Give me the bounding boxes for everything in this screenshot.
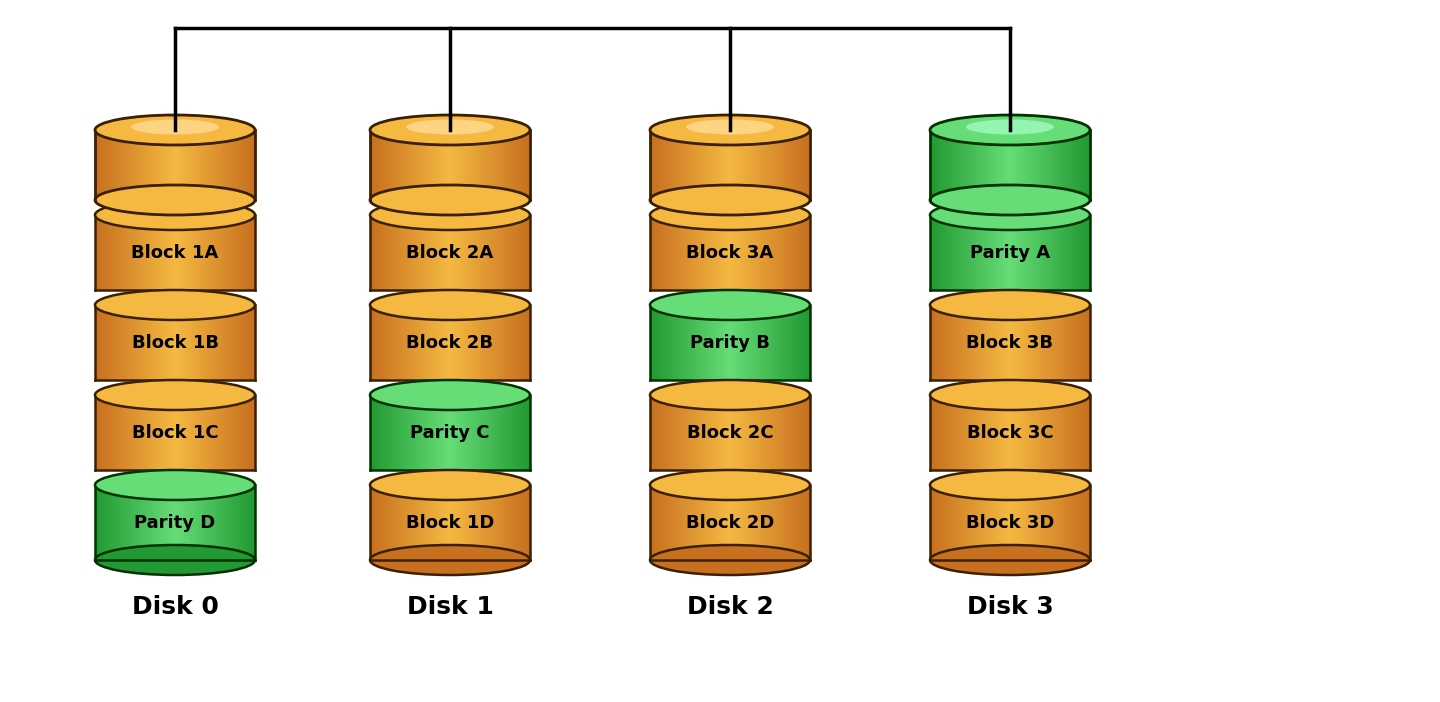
Ellipse shape xyxy=(930,115,1090,145)
Ellipse shape xyxy=(370,200,530,230)
Text: Parity C: Parity C xyxy=(410,423,490,442)
Ellipse shape xyxy=(930,380,1090,410)
Text: Block 3C: Block 3C xyxy=(966,423,1053,442)
Text: Block 2B: Block 2B xyxy=(406,333,494,352)
Ellipse shape xyxy=(95,185,255,215)
Text: Block 1A: Block 1A xyxy=(131,244,219,262)
Ellipse shape xyxy=(370,470,530,500)
Text: Disk 0: Disk 0 xyxy=(131,595,219,619)
Ellipse shape xyxy=(966,119,1054,135)
Text: Block 1C: Block 1C xyxy=(131,423,219,442)
Ellipse shape xyxy=(649,545,809,575)
Text: Disk 1: Disk 1 xyxy=(406,595,494,619)
Text: Block 2A: Block 2A xyxy=(406,244,494,262)
Ellipse shape xyxy=(95,470,255,500)
Ellipse shape xyxy=(930,200,1090,230)
Ellipse shape xyxy=(95,290,255,320)
Ellipse shape xyxy=(649,115,809,145)
Ellipse shape xyxy=(406,119,494,135)
Text: Parity B: Parity B xyxy=(690,333,770,352)
Text: Parity A: Parity A xyxy=(971,244,1050,262)
Text: Block 3A: Block 3A xyxy=(687,244,773,262)
Ellipse shape xyxy=(95,115,255,145)
Text: Block 3D: Block 3D xyxy=(966,513,1054,531)
Ellipse shape xyxy=(649,185,809,215)
Ellipse shape xyxy=(930,545,1090,575)
Ellipse shape xyxy=(95,380,255,410)
Text: Disk 2: Disk 2 xyxy=(687,595,773,619)
Ellipse shape xyxy=(131,119,219,135)
Text: Disk 3: Disk 3 xyxy=(966,595,1054,619)
Ellipse shape xyxy=(930,470,1090,500)
Ellipse shape xyxy=(370,545,530,575)
Ellipse shape xyxy=(95,545,255,575)
Text: Block 1D: Block 1D xyxy=(406,513,494,531)
Ellipse shape xyxy=(930,185,1090,215)
Ellipse shape xyxy=(95,200,255,230)
Ellipse shape xyxy=(370,380,530,410)
Text: Parity D: Parity D xyxy=(134,513,216,531)
Ellipse shape xyxy=(370,115,530,145)
Text: Block 3B: Block 3B xyxy=(966,333,1054,352)
Ellipse shape xyxy=(649,380,809,410)
Ellipse shape xyxy=(685,119,775,135)
Text: Block 2D: Block 2D xyxy=(685,513,775,531)
Ellipse shape xyxy=(649,470,809,500)
Ellipse shape xyxy=(649,290,809,320)
Ellipse shape xyxy=(649,200,809,230)
Ellipse shape xyxy=(930,290,1090,320)
Text: Block 1B: Block 1B xyxy=(131,333,219,352)
Ellipse shape xyxy=(370,290,530,320)
Ellipse shape xyxy=(370,185,530,215)
Text: Block 2C: Block 2C xyxy=(687,423,773,442)
